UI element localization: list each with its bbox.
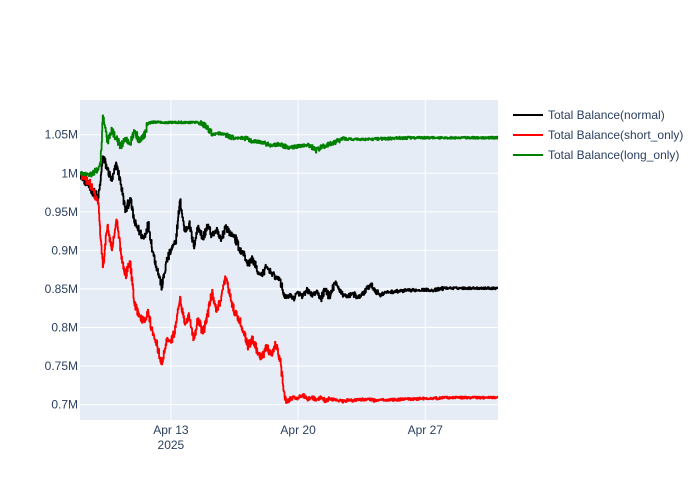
legend-label: Total Balance(long_only) (548, 148, 679, 162)
y-tick-label: 0.7M (51, 398, 78, 412)
series-line (80, 114, 498, 178)
legend[interactable]: Total Balance(normal) Total Balance(short… (513, 108, 683, 162)
axis-labels: 0.7M 0.75M 0.8M 0.85M 0.9M 0.95M 1M 1.05M Apr 13… (45, 128, 444, 452)
legend-item[interactable]: Total Balance(long_only) (513, 148, 679, 162)
x-tick-label: Apr 13 (153, 423, 189, 437)
legend-item[interactable]: Total Balance(normal) (513, 108, 665, 122)
y-tick-label: 0.95M (45, 205, 78, 219)
y-tick-label: 0.9M (51, 243, 78, 257)
series-line (80, 155, 498, 303)
y-tick-label: 0.8M (51, 320, 78, 334)
x-tick-label: Apr 27 (408, 423, 444, 437)
y-tick-label: 1M (61, 166, 78, 180)
legend-label: Total Balance(short_only) (548, 128, 683, 142)
series-line (80, 171, 498, 404)
y-tick-label: 0.85M (45, 282, 78, 296)
series-lines (80, 114, 498, 404)
x-tick-sublabel: 2025 (158, 438, 185, 452)
y-tick-label: 0.75M (45, 359, 78, 373)
x-tick-label: Apr 20 (280, 423, 316, 437)
plot-area (80, 100, 498, 420)
legend-label: Total Balance(normal) (548, 108, 665, 122)
y-tick-label: 1.05M (45, 128, 78, 142)
legend-item[interactable]: Total Balance(short_only) (513, 128, 683, 142)
